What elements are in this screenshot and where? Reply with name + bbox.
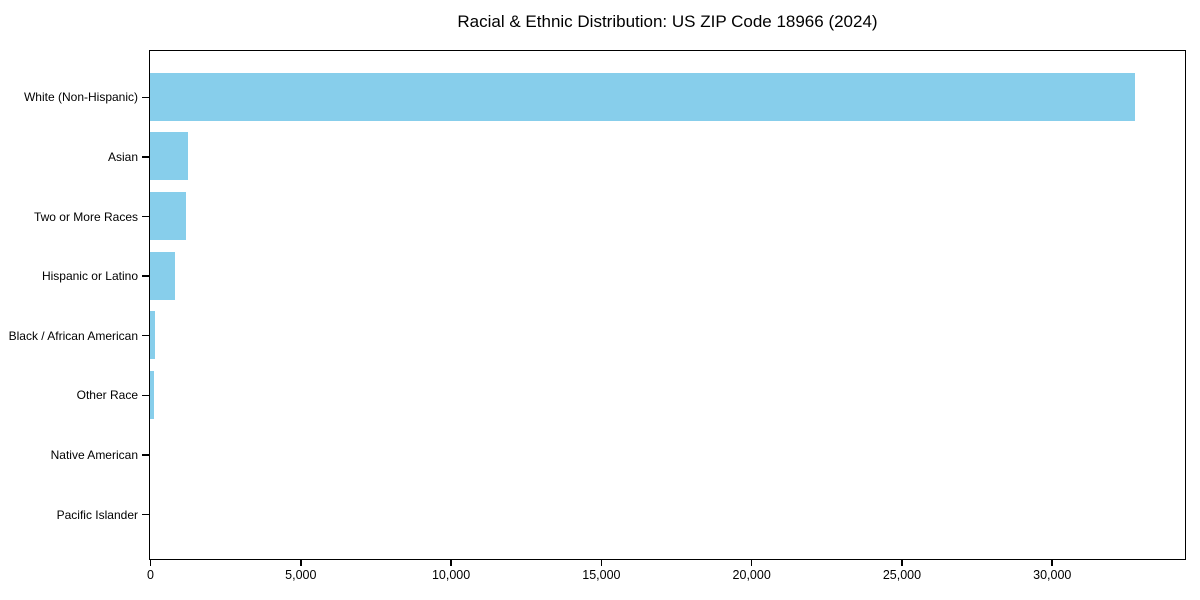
x-tick-mark (149, 560, 152, 566)
y-tick-label: Other Race (76, 388, 138, 403)
x-tick-mark (1051, 560, 1053, 566)
x-tick-mark (901, 560, 903, 566)
y-tick-mark (142, 156, 149, 158)
y-tick-mark (142, 394, 149, 397)
chart-title: Racial & Ethnic Distribution: US ZIP Cod… (457, 12, 878, 31)
x-tick-label: 15,000 (582, 568, 621, 582)
y-tick-label: Pacific Islander (56, 507, 138, 522)
y-tick-mark (142, 275, 149, 277)
bar (150, 72, 1136, 121)
x-tick-label: 30,000 (1033, 568, 1072, 582)
x-tick-mark (450, 560, 452, 566)
x-tick-mark (300, 560, 302, 566)
x-tick-mark (600, 560, 603, 566)
y-tick-label: Two or More Races (33, 209, 138, 224)
x-tick-label: 25,000 (882, 568, 922, 582)
bar (150, 370, 154, 419)
bar (150, 311, 155, 360)
y-tick-mark (142, 334, 149, 337)
y-tick-mark (142, 215, 149, 218)
x-tick-mark (750, 560, 753, 566)
y-tick-mark (142, 513, 149, 516)
y-tick-label: Asian (107, 149, 138, 164)
plot-area (149, 50, 1186, 560)
x-tick-label: 10,000 (431, 568, 471, 582)
y-tick-label: Native American (50, 447, 138, 462)
y-tick-mark (142, 454, 149, 456)
bar (150, 132, 189, 181)
y-tick-label: White (Non-Hispanic) (23, 90, 138, 105)
y-tick-mark (142, 96, 149, 99)
x-tick-label: 0 (147, 568, 154, 582)
x-tick-label: 5,000 (285, 568, 317, 582)
bar (150, 192, 186, 240)
y-tick-label: Black / African American (8, 328, 138, 343)
bar (150, 251, 175, 300)
y-tick-label: Hispanic or Latino (41, 269, 138, 284)
x-tick-label: 20,000 (732, 568, 771, 582)
